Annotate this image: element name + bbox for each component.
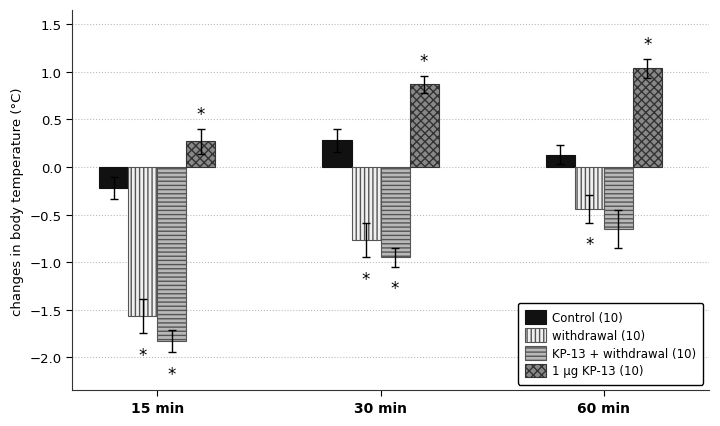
Text: *: *: [362, 270, 370, 288]
Bar: [604, 167, 633, 229]
Bar: [410, 85, 438, 167]
Text: *: *: [391, 279, 400, 297]
Bar: [546, 155, 575, 167]
Bar: [128, 167, 157, 317]
Bar: [351, 167, 381, 241]
Bar: [186, 142, 215, 167]
Text: *: *: [168, 365, 176, 383]
Y-axis label: changes in body temperature (°C): changes in body temperature (°C): [11, 87, 24, 315]
Text: *: *: [643, 36, 652, 54]
Text: *: *: [420, 53, 428, 71]
Bar: [575, 167, 604, 209]
Bar: [99, 167, 128, 188]
Bar: [381, 167, 410, 258]
Bar: [157, 167, 186, 341]
Bar: [323, 141, 351, 167]
Text: *: *: [197, 106, 205, 124]
Text: *: *: [585, 236, 593, 254]
Text: *: *: [138, 346, 147, 364]
Legend: Control (10), withdrawal (10), KP-13 + withdrawal (10), 1 μg KP-13 (10): Control (10), withdrawal (10), KP-13 + w…: [518, 303, 703, 385]
Bar: [633, 69, 662, 167]
